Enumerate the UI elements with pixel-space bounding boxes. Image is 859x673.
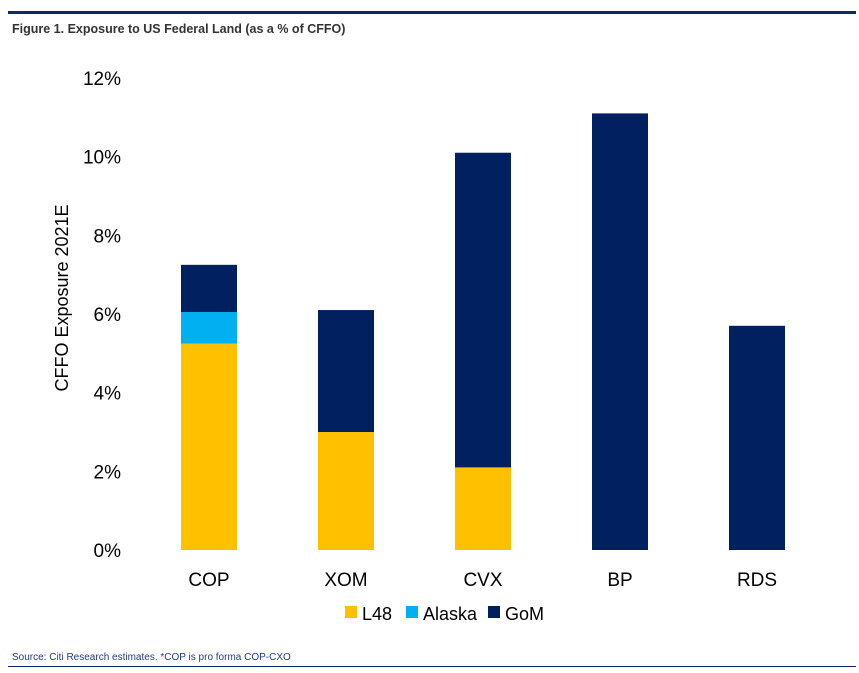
y-tick-label: 2% [94, 462, 122, 483]
y-tick-label: 6% [94, 305, 122, 326]
y-tick-label: 0% [94, 541, 122, 562]
y-tick-label: 10% [83, 148, 121, 169]
x-tick-label: RDS [737, 570, 777, 591]
bar-cop-alaska [181, 312, 237, 344]
y-tick-label: 12% [83, 69, 121, 90]
figure-title: Figure 1. Exposure to US Federal Land (a… [12, 22, 346, 36]
bar-rds-gom [729, 325, 785, 550]
x-tick-label: CVX [463, 570, 502, 591]
legend-label-alaska: Alaska [423, 604, 478, 624]
legend-swatch-l48 [345, 606, 357, 618]
bar-cop-gom [181, 264, 237, 313]
bar-xom-l48 [318, 432, 374, 550]
y-axis-title: CFFO Exposure 2021E [52, 204, 72, 391]
legend-label-l48: L48 [362, 604, 392, 624]
top-rule [8, 11, 856, 14]
x-axis-labels: COP XOM CVX BP RDS [188, 570, 777, 591]
y-tick-label: 8% [94, 226, 122, 247]
y-tick-label: 4% [94, 384, 122, 405]
bar-bp-gom [592, 113, 648, 551]
bars [181, 113, 785, 551]
bar-cvx-l48 [455, 467, 511, 550]
y-axis-ticks: 0% 2% 4% 6% 8% 10% 12% [83, 69, 121, 562]
legend-label-gom: GoM [505, 604, 544, 624]
bar-xom-gom [318, 310, 374, 432]
x-tick-label: XOM [324, 570, 367, 591]
x-tick-label: BP [607, 570, 632, 591]
legend: L48 Alaska GoM [345, 604, 544, 624]
bar-cvx-gom [455, 152, 511, 468]
x-tick-label: COP [188, 570, 229, 591]
source-note: Source: Citi Research estimates. *COP is… [12, 652, 291, 663]
legend-swatch-gom [488, 606, 500, 618]
bar-cop-l48 [181, 343, 237, 550]
legend-swatch-alaska [406, 606, 418, 618]
bottom-rule [8, 666, 856, 667]
